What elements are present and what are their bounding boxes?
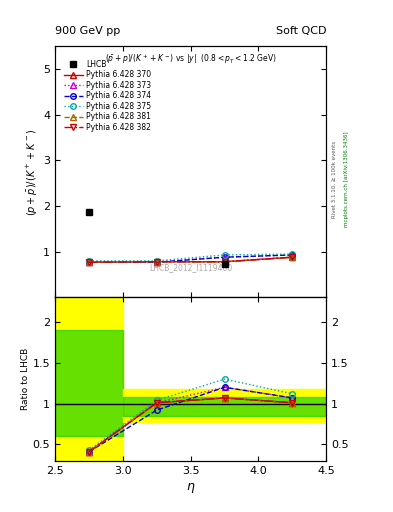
- Bar: [123, 397, 326, 416]
- Bar: [55, 330, 123, 436]
- Text: Rivet 3.1.10, ≥ 100k events: Rivet 3.1.10, ≥ 100k events: [332, 141, 337, 218]
- Text: $(\bar{p}+p)/(K^++K^-)$ vs $|y|$  $(0.8 < p_{T} < 1.2$ GeV$)$: $(\bar{p}+p)/(K^++K^-)$ vs $|y|$ $(0.8 <…: [105, 52, 277, 66]
- Text: Soft QCD: Soft QCD: [276, 26, 326, 36]
- Text: mcplots.cern.ch [arXiv:1306.3436]: mcplots.cern.ch [arXiv:1306.3436]: [344, 132, 349, 227]
- Text: 900 GeV pp: 900 GeV pp: [55, 26, 120, 36]
- Bar: [123, 389, 326, 421]
- X-axis label: $\eta$: $\eta$: [186, 481, 195, 495]
- Text: LHCB_2012_I1119400: LHCB_2012_I1119400: [149, 263, 232, 272]
- Legend: LHCB, Pythia 6.428 370, Pythia 6.428 373, Pythia 6.428 374, Pythia 6.428 375, Py: LHCB, Pythia 6.428 370, Pythia 6.428 373…: [62, 57, 153, 134]
- Y-axis label: $(p+\bar{p})/(K^++K^-)$: $(p+\bar{p})/(K^++K^-)$: [25, 128, 40, 216]
- Y-axis label: Ratio to LHCB: Ratio to LHCB: [21, 348, 30, 410]
- Bar: [55, 297, 123, 461]
